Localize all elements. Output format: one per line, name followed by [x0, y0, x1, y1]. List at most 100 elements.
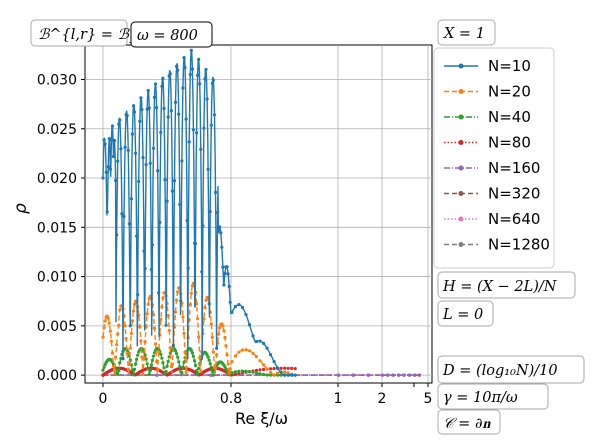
- data-point: [176, 68, 180, 72]
- data-point: [117, 323, 121, 327]
- data-point: [188, 72, 192, 77]
- data-point: [290, 373, 294, 377]
- data-point: [182, 331, 186, 335]
- legend-entry: N=80: [444, 134, 531, 152]
- data-point: [103, 319, 107, 323]
- x-tick-label: 0.8: [220, 391, 242, 407]
- plot-area: [84, 44, 433, 384]
- data-point: [262, 367, 266, 372]
- data-point: [262, 372, 266, 376]
- data-point: [170, 189, 174, 193]
- data-point: [258, 372, 262, 376]
- data-point: [233, 372, 237, 376]
- data-point: [176, 355, 180, 359]
- data-point: [102, 365, 106, 369]
- data-point: [190, 67, 194, 71]
- legend-label: N=160: [488, 159, 540, 177]
- data-point: [157, 350, 161, 354]
- data-point: [265, 346, 269, 350]
- data-point: [132, 110, 137, 114]
- data-point: [150, 358, 154, 362]
- annotation-X: X = 1: [437, 19, 496, 46]
- data-point: [272, 360, 276, 364]
- data-point: [142, 356, 146, 360]
- data-point: [164, 369, 168, 374]
- data-point: [108, 329, 112, 333]
- legend-entry: N=10: [444, 57, 531, 75]
- legend-marker: [458, 216, 464, 222]
- data-point: [191, 128, 195, 132]
- data-point: [206, 355, 210, 359]
- data-point: [244, 369, 248, 373]
- data-point: [116, 372, 120, 376]
- annotation-L: L = 0: [437, 300, 494, 327]
- data-point: [172, 179, 177, 183]
- data-point: [244, 348, 248, 352]
- data-point: [233, 370, 237, 374]
- data-point: [151, 146, 156, 150]
- data-point: [217, 332, 221, 336]
- data-point: [160, 84, 164, 88]
- data-point: [204, 67, 208, 72]
- data-point: [125, 113, 129, 118]
- data-point: [179, 299, 183, 303]
- data-point: [173, 310, 178, 314]
- data-point: [221, 265, 225, 269]
- data-point: [111, 364, 116, 368]
- data-point: [254, 368, 259, 372]
- data-point: [211, 350, 215, 354]
- data-point: [201, 224, 205, 228]
- data-point: [160, 356, 164, 360]
- data-point: [211, 78, 215, 82]
- data-point: [173, 349, 178, 353]
- data-point: [148, 368, 152, 372]
- data-point: [155, 359, 159, 364]
- data-point: [161, 296, 165, 300]
- data-point: [131, 309, 136, 313]
- data-point: [152, 351, 157, 355]
- data-point: [101, 176, 105, 180]
- data-point: [142, 249, 146, 253]
- data-point: [140, 107, 144, 112]
- legend-entry: N=160: [444, 159, 540, 177]
- data-point: [173, 100, 178, 104]
- data-point: [119, 147, 123, 151]
- data-point: [154, 342, 158, 346]
- data-point: [111, 154, 116, 159]
- data-point: [162, 366, 166, 370]
- legend-label: N=80: [488, 134, 531, 152]
- data-point: [108, 167, 112, 171]
- data-point: [131, 373, 136, 377]
- data-point: [167, 355, 171, 359]
- svg-text:L = 0: L = 0: [442, 307, 483, 323]
- data-point: [200, 270, 204, 274]
- data-point: [157, 291, 161, 295]
- data-point: [254, 355, 259, 359]
- data-point: [155, 106, 159, 110]
- data-point: [161, 361, 165, 365]
- data-point: [222, 329, 226, 333]
- data-point: [103, 142, 107, 146]
- data-point: [117, 122, 121, 126]
- data-point: [228, 300, 232, 304]
- legend-marker: [458, 63, 464, 69]
- data-point: [262, 341, 266, 345]
- data-point: [230, 360, 234, 364]
- data-point: [180, 159, 184, 163]
- data-point: [141, 372, 145, 376]
- legend-entry: N=320: [444, 185, 540, 203]
- data-point: [168, 351, 172, 355]
- data-point: [186, 266, 190, 270]
- data-point: [202, 317, 206, 321]
- data-point: [150, 243, 154, 247]
- data-point: [225, 265, 229, 269]
- data-point: [144, 163, 148, 167]
- data-point: [286, 371, 290, 375]
- data-point: [225, 353, 229, 357]
- data-point: [258, 339, 262, 343]
- data-point: [203, 306, 207, 310]
- data-point: [218, 326, 222, 330]
- data-point: [152, 326, 157, 330]
- data-point: [135, 357, 139, 361]
- data-point: [175, 64, 179, 68]
